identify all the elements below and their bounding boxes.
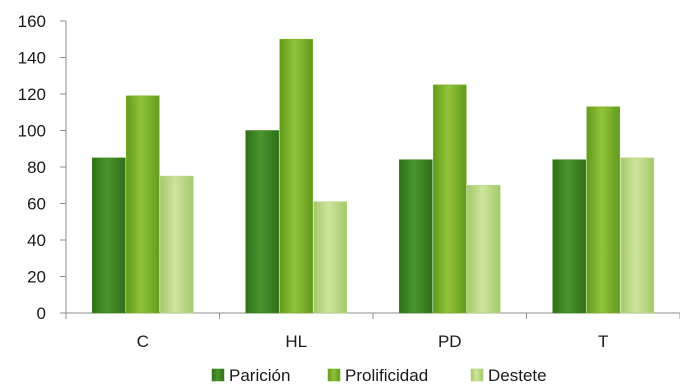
bar-destete-c [159,175,194,314]
legend-label: Parición [229,366,290,385]
y-tick-label: 140 [18,49,46,68]
legend-label: Destete [488,366,547,385]
bar-prolificidad-c [125,95,160,314]
y-tick-label: 0 [37,304,46,323]
bar-destete-pd [466,184,501,314]
legend: Parición Prolificidad Destete [211,366,547,385]
y-tick-label: 20 [27,268,46,287]
legend-swatch-parición [211,368,225,382]
bar-destete-hl [313,201,348,314]
legend-swatch-prolificidad [327,368,341,382]
x-tick-label: T [598,332,608,351]
y-tick-label: 160 [18,12,46,31]
bar-parición-hl [245,130,280,314]
y-tick-label: 100 [18,122,46,141]
bar-prolificidad-hl [279,38,314,314]
y-tick-label: 40 [27,231,46,250]
y-tick-label: 60 [27,195,46,214]
bar-prolificidad-t [586,106,621,314]
y-tick-label: 80 [27,158,46,177]
bar-parición-c [91,157,126,314]
bar-parición-t [552,159,587,314]
y-axis: 0 20 40 60 80 100 120 140 160 [18,12,67,323]
x-tick-label: HL [285,332,307,351]
bar-parición-pd [398,159,433,314]
bar-destete-t [620,157,655,314]
x-tick-label: C [137,332,149,351]
legend-label: Prolificidad [345,366,428,385]
x-tick-label: PD [438,332,462,351]
x-axis: C HL PD T [65,312,680,351]
legend-swatch-destete [470,368,484,382]
bars [91,38,655,314]
bar-prolificidad-pd [432,84,467,314]
y-tick-label: 120 [18,85,46,104]
